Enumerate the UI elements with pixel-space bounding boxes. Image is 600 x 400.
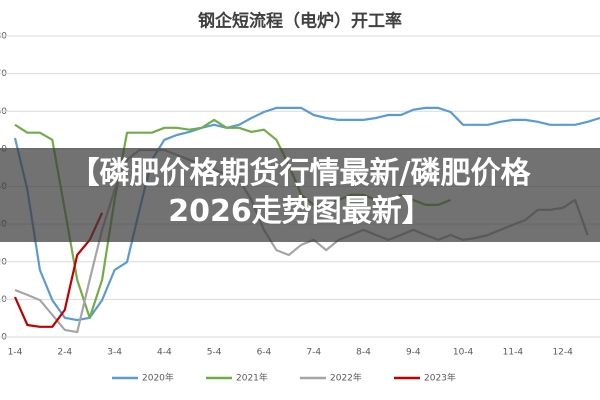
- x-tick-label: 4-4: [157, 348, 172, 358]
- legend-label: 2023年: [424, 372, 456, 384]
- series-line: [13, 106, 600, 322]
- x-tick-label: 6-4: [257, 348, 272, 358]
- x-tick-label: 9-4: [406, 348, 421, 358]
- banner-background: [0, 148, 600, 242]
- legend-label: 2021年: [236, 372, 268, 384]
- x-tick-label: 5-4: [207, 348, 222, 358]
- x-tick-label: 10-4: [453, 348, 474, 358]
- chart-title: 钢企短流程（电炉）开工率: [198, 11, 402, 32]
- banner-text: 【磷肥价格期货行情最新/磷肥价格2026走势图最新】: [69, 156, 531, 229]
- legend-label: 2022年: [330, 372, 362, 384]
- x-tick-label: 7-4: [306, 348, 321, 358]
- legend-label: 2020年: [142, 372, 174, 384]
- x-tick-label: 11-4: [503, 348, 524, 358]
- x-tick-label: 3-4: [107, 348, 122, 358]
- series-line: [13, 212, 104, 328]
- x-tick-label: 8-4: [356, 348, 371, 358]
- x-tick-label: 1-4: [8, 348, 23, 358]
- x-tick-label: 2-4: [57, 348, 72, 358]
- x-tick-label: 12-4: [552, 348, 573, 358]
